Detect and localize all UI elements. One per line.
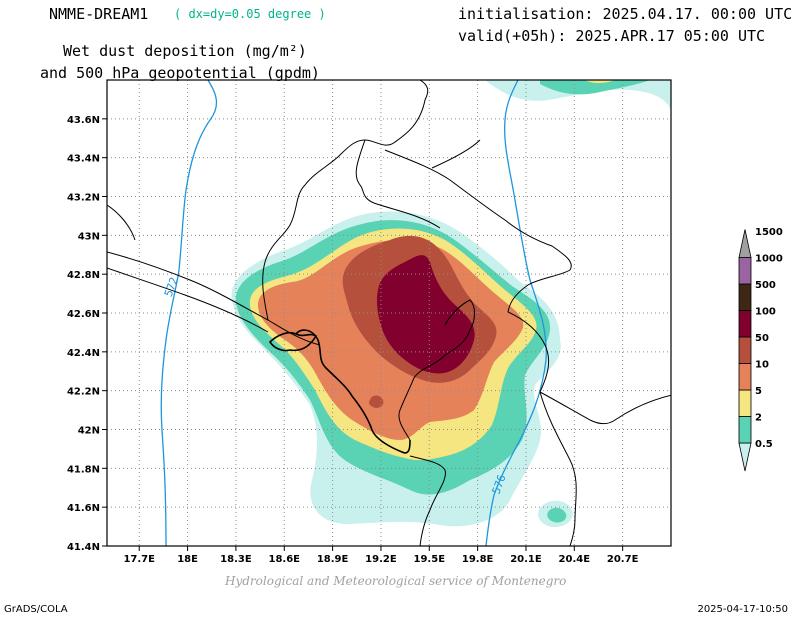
x-tick-label: 20.7E	[607, 554, 639, 565]
border-line	[539, 391, 577, 546]
x-tick-label: 20.1E	[510, 554, 542, 565]
geopotential-576-line	[485, 80, 547, 546]
y-tick-label: 43N	[78, 231, 100, 242]
colorbar-segment	[738, 283, 752, 311]
coastline	[295, 329, 411, 454]
colorbar-legend: 0.5 2 5 10 50 100 500 1000 1500	[738, 227, 783, 472]
geopotential-572-line	[160, 80, 218, 546]
deposition-field	[231, 80, 671, 528]
valid-time: valid(+05h): 2025.APR.17 05:00 UTC	[458, 27, 766, 45]
border-line	[398, 299, 475, 441]
y-tick-label: 41.4N	[67, 542, 100, 553]
y-tick-label: 42.4N	[67, 348, 100, 359]
y-tick-label: 41.8N	[67, 464, 100, 475]
colorbar-segment	[738, 257, 752, 285]
x-tick-label: 18.3E	[220, 554, 252, 565]
border-line	[507, 311, 550, 393]
x-tick-label: 19.5E	[414, 554, 446, 565]
border-line	[539, 391, 671, 425]
x-axis: 17.7E 18E 18.3E 18.6E 18.9E 19.2E 19.5E 19.8E 20…	[123, 546, 639, 565]
x-tick-label: 19.2E	[365, 554, 397, 565]
colorbar-segment	[738, 229, 752, 258]
variable-title-line1: Wet dust deposition (mg/m²)	[63, 42, 307, 60]
border-line	[107, 267, 269, 333]
border-line	[262, 80, 429, 321]
y-axis: 43.6N 43.4N 43.2N 43N 42.8N 42.6N 42.4N 42.2N 42…	[67, 115, 107, 553]
colorbar-label: 1500	[755, 227, 783, 238]
contour-label-576: 576	[490, 473, 509, 496]
colorbar-label: 10	[755, 360, 769, 371]
model-resolution: ( dx=dy=0.05 degree )	[174, 7, 326, 21]
variable-title-line2: and 500 hPa geopotential (gpdm)	[40, 64, 320, 82]
footer-timestamp: 2025-04-17-10:50	[697, 604, 788, 615]
model-title: NMME-DREAM1	[49, 5, 149, 23]
country-borders	[107, 80, 671, 546]
colorbar-segment	[738, 416, 752, 444]
credit-line: Hydrological and Meteorological service …	[225, 574, 567, 588]
colorbar-label: 0.5	[755, 439, 773, 450]
border-line	[431, 139, 481, 169]
colorbar-label: 5	[755, 386, 762, 397]
y-tick-label: 43.6N	[67, 115, 100, 126]
x-tick-label: 18E	[177, 554, 198, 565]
colorbar-segment	[738, 336, 752, 364]
border-line	[107, 204, 136, 241]
init-time: initialisation: 2025.04.17. 00:00 UTC	[458, 5, 793, 23]
colorbar-label: 2	[755, 413, 762, 424]
border-line	[409, 455, 446, 546]
colorbar-label: 1000	[755, 254, 783, 265]
border-line	[384, 149, 572, 313]
x-tick-label: 20.4E	[559, 554, 591, 565]
y-tick-label: 43.4N	[67, 154, 100, 165]
colorbar-label: 100	[755, 307, 776, 318]
colorbar-segment	[738, 442, 752, 472]
y-tick-label: 41.6N	[67, 503, 100, 514]
colorbar-segment	[738, 363, 752, 391]
border-line	[355, 139, 441, 229]
y-tick-label: 43.2N	[67, 193, 100, 204]
y-tick-label: 42.2N	[67, 387, 100, 398]
colorbar-segment	[738, 389, 752, 417]
x-tick-label: 19.8E	[462, 554, 494, 565]
geopotential-contours	[160, 80, 547, 546]
y-tick-label: 42.6N	[67, 309, 100, 320]
x-tick-label: 18.9E	[317, 554, 349, 565]
x-tick-label: 17.7E	[123, 554, 155, 565]
map-grid	[107, 80, 671, 546]
colorbar-label: 50	[755, 333, 769, 344]
footer-software: GrADS/COLA	[4, 604, 68, 615]
x-tick-label: 18.6E	[268, 554, 300, 565]
colorbar-segment	[738, 310, 752, 338]
colorbar-label: 500	[755, 280, 776, 291]
y-tick-label: 42N	[78, 426, 100, 437]
y-tick-label: 42.8N	[67, 270, 100, 281]
contour-100	[376, 255, 475, 374]
contour-label-572: 572	[162, 275, 181, 298]
